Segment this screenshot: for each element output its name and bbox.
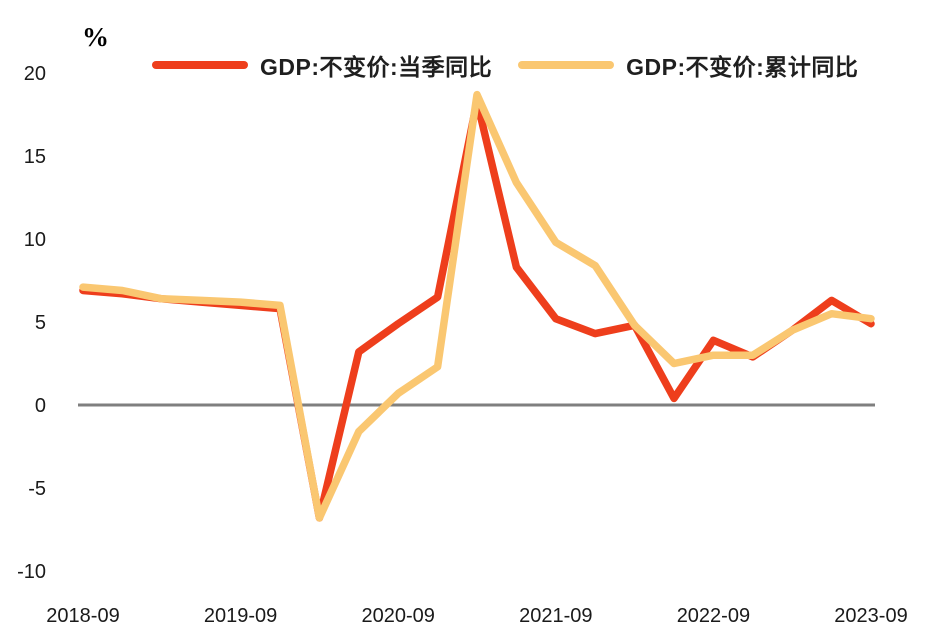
x-axis-tick-label: 2019-09 [204,605,277,627]
cumulative-series-swatch [518,61,615,69]
y-axis-tick-label: -10 [17,561,46,583]
x-axis-tick-label: 2021-09 [519,605,592,627]
y-axis-tick-label: 20 [24,63,46,85]
x-axis-tick-label: 2023-09 [834,605,907,627]
legend: GDP:不变价:当季同比 GDP:不变价:累计同比 [152,48,858,82]
y-axis-tick-label: 10 [24,229,46,251]
legend-item-quarterly-yoy: GDP:不变价:当季同比 [152,48,492,82]
quarterly-series-swatch [152,61,248,69]
y-axis-tick-label: 5 [35,312,46,334]
y-axis-tick-label: 0 [35,395,46,417]
x-axis-tick-label: 2020-09 [361,605,434,627]
y-axis-tick-label: 15 [24,146,46,168]
x-axis-tick-label: 2022-09 [677,605,750,627]
y-axis-unit-label: % [82,22,109,52]
quarterly-series-label: GDP:不变价:当季同比 [260,54,493,80]
cumulative-yoy-series-line [79,90,875,522]
cumulative-series-label: GDP:不变价:累计同比 [626,54,859,80]
legend-item-cumulative-yoy: GDP:不变价:累计同比 [518,48,858,82]
x-axis-tick-label: 2018-09 [46,605,119,627]
quarterly-yoy-series-line [79,97,875,522]
y-axis-tick-label: -5 [28,478,46,500]
